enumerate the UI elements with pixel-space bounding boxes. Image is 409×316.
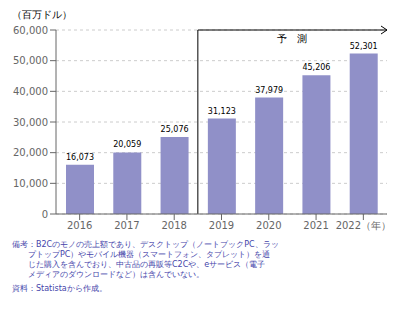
svg-text:2022（年）: 2022（年）: [336, 220, 391, 231]
svg-text:20,059: 20,059: [113, 140, 141, 149]
svg-text:2020: 2020: [256, 220, 281, 231]
svg-text:37,979: 37,979: [255, 86, 283, 95]
svg-text:予 測: 予 測: [277, 33, 307, 44]
svg-text:16,073: 16,073: [66, 153, 94, 162]
svg-text:2019: 2019: [209, 220, 234, 231]
svg-text:2018: 2018: [161, 220, 186, 231]
svg-text:2021: 2021: [303, 220, 328, 231]
svg-text:60,000: 60,000: [13, 25, 48, 36]
svg-text:2017: 2017: [114, 220, 139, 231]
svg-text:2016: 2016: [67, 220, 92, 231]
svg-text:25,076: 25,076: [161, 125, 189, 134]
svg-text:50,000: 50,000: [13, 55, 48, 66]
svg-text:30,000: 30,000: [13, 117, 48, 128]
svg-text:52,301: 52,301: [350, 42, 378, 51]
html-text:（百万ドル）: （百万ドル）: [12, 9, 72, 20]
html-text:資料：Statistaから作成。: 資料：Statistaから作成。: [12, 284, 107, 293]
svg-text:31,123: 31,123: [208, 107, 236, 116]
svg-text:10,000: 10,000: [13, 178, 48, 189]
html-text:備考：B2Cのモノの売上額であり、デスクトップ（ノートブック: 備考：B2Cのモノの売上額であり、デスクトップ（ノートブックPC、ラッ プトップ…: [12, 240, 279, 279]
svg-text:45,206: 45,206: [302, 63, 330, 72]
svg-text:40,000: 40,000: [13, 86, 48, 97]
svg-text:20,000: 20,000: [13, 147, 48, 158]
svg-text:0: 0: [42, 209, 48, 220]
